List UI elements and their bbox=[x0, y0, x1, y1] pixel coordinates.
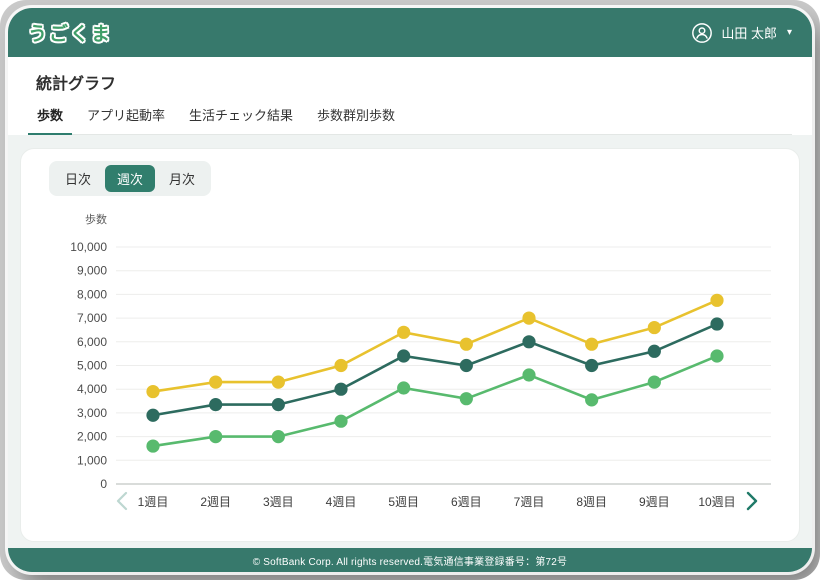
app-window: うごくま 山田 太郎 ▾ 統計グラフ 歩数 アプリ起動率 生活チェック結果 歩数… bbox=[8, 8, 812, 572]
tab-steps[interactable]: 歩数 bbox=[28, 105, 73, 136]
point-series-yellow bbox=[397, 325, 411, 339]
x-tick-label: 4週目 bbox=[326, 495, 357, 509]
copyright-text: © SoftBank Corp. All rights reserved.電気通… bbox=[252, 556, 568, 568]
point-series-green bbox=[397, 381, 411, 395]
point-series-teal bbox=[522, 335, 536, 349]
x-tick-label: 2週目 bbox=[200, 495, 231, 509]
app-header: うごくま 山田 太郎 ▾ bbox=[8, 8, 812, 57]
point-series-green bbox=[459, 392, 473, 406]
point-series-teal bbox=[397, 349, 411, 363]
x-tick-label: 7週目 bbox=[514, 495, 545, 509]
y-tick-label: 6,000 bbox=[77, 335, 107, 349]
point-series-yellow bbox=[647, 320, 661, 335]
steps-line-chart: 0 1,000 2,000 3,000 4,000 5,000 6,000 7,000 8,00… bbox=[70, 212, 771, 511]
point-series-green bbox=[209, 430, 223, 444]
tab-steps-by-group[interactable]: 歩数群別歩数 bbox=[317, 108, 396, 123]
y-tick-label: 7,000 bbox=[77, 311, 107, 325]
y-tick-label: 2,000 bbox=[77, 430, 107, 444]
y-axis-title: 歩数 bbox=[85, 212, 107, 226]
point-series-teal bbox=[647, 344, 661, 358]
y-tick-label: 5,000 bbox=[77, 359, 107, 373]
y-tick-label: 10,000 bbox=[70, 240, 107, 254]
caret-down-icon: ▾ bbox=[786, 27, 792, 38]
point-series-green bbox=[710, 349, 724, 363]
tab-bar: 歩数 アプリ起動率 生活チェック結果 歩数群別歩数 bbox=[28, 102, 792, 136]
x-tick-label: 8週目 bbox=[576, 495, 607, 509]
x-tick-label: 10週目 bbox=[698, 495, 735, 509]
point-series-yellow bbox=[334, 358, 348, 373]
x-tick-label: 1週目 bbox=[138, 495, 169, 509]
period-option-monthly[interactable]: 月次 bbox=[169, 172, 196, 187]
user-menu[interactable]: 山田 太郎 ▾ bbox=[691, 22, 792, 44]
user-icon bbox=[691, 22, 713, 44]
x-tick-label: 6週目 bbox=[451, 495, 482, 509]
point-series-green bbox=[146, 439, 160, 453]
point-series-yellow bbox=[146, 384, 160, 399]
prev-page-chevron-icon[interactable] bbox=[116, 491, 128, 511]
point-series-green bbox=[334, 414, 348, 428]
y-tick-label: 3,000 bbox=[77, 406, 107, 420]
point-series-yellow bbox=[459, 337, 473, 351]
x-tick-label: 5週目 bbox=[388, 495, 419, 509]
user-name: 山田 太郎 bbox=[721, 26, 777, 41]
line-series-teal bbox=[152, 322, 718, 417]
period-toggle: 日次 週次 月次 bbox=[49, 161, 212, 196]
app-logo[interactable]: うごくま bbox=[28, 24, 113, 45]
x-tick-label: 3週目 bbox=[263, 495, 294, 509]
app-footer: © SoftBank Corp. All rights reserved.電気通… bbox=[8, 548, 812, 572]
x-tick-label: 9週目 bbox=[639, 495, 670, 509]
line-series-yellow bbox=[152, 299, 718, 393]
tab-life-check-results[interactable]: 生活チェック結果 bbox=[189, 108, 294, 123]
y-tick-label: 4,000 bbox=[77, 382, 107, 396]
y-tick-label: 9,000 bbox=[77, 264, 107, 278]
point-series-green bbox=[271, 430, 285, 444]
period-option-daily[interactable]: 日次 bbox=[65, 172, 92, 187]
chart-area: 0 1,000 2,000 3,000 4,000 5,000 6,000 7,000 8,00… bbox=[21, 149, 799, 541]
chart-card: 日次 週次 月次 0 1,000 2,000 3,000 4,000 5,000 6,000… bbox=[20, 148, 800, 542]
tab-app-launch-rate[interactable]: アプリ起動率 bbox=[87, 108, 166, 123]
point-series-yellow bbox=[209, 375, 223, 389]
page-title: 統計グラフ bbox=[36, 76, 117, 93]
point-series-teal bbox=[209, 398, 223, 412]
point-series-green bbox=[647, 375, 661, 389]
next-page-chevron-icon[interactable] bbox=[746, 491, 758, 511]
line-series-green bbox=[152, 354, 718, 448]
point-series-teal bbox=[585, 358, 599, 373]
point-series-green bbox=[522, 368, 536, 382]
point-series-yellow bbox=[710, 293, 724, 307]
point-series-teal bbox=[271, 398, 285, 412]
point-series-green bbox=[585, 393, 599, 407]
y-tick-label: 8,000 bbox=[77, 287, 107, 301]
y-tick-label: 1,000 bbox=[77, 453, 107, 467]
point-series-yellow bbox=[522, 311, 536, 325]
point-series-yellow bbox=[585, 337, 599, 351]
point-series-yellow bbox=[271, 375, 285, 389]
point-series-teal bbox=[334, 382, 348, 396]
point-series-teal bbox=[459, 358, 473, 373]
y-tick-label: 0 bbox=[100, 477, 107, 491]
point-series-teal bbox=[710, 317, 724, 331]
point-series-teal bbox=[146, 408, 160, 422]
period-option-weekly[interactable]: 週次 bbox=[105, 165, 156, 192]
